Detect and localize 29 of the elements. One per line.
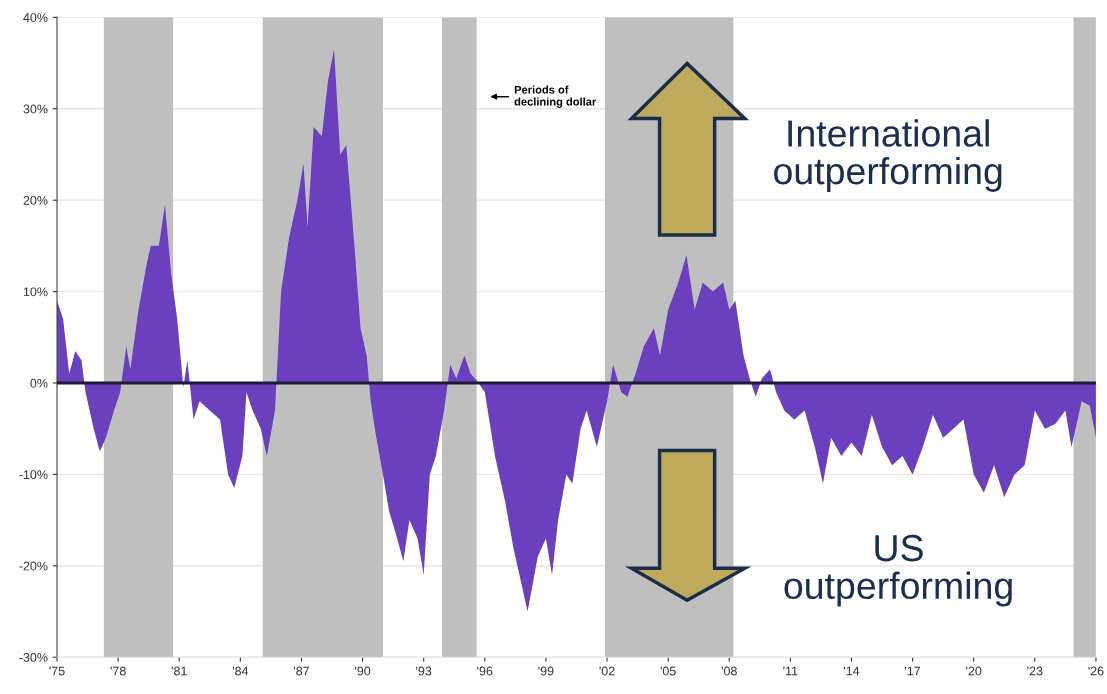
y-tick-label: 20% (23, 195, 48, 205)
x-tick-label: '84 (232, 666, 249, 676)
y-tick-label: 30% (23, 104, 48, 114)
x-tick-label: '75 (49, 666, 65, 676)
annotation: International outperforming (774, 119, 1002, 192)
x-tick-label: '05 (660, 666, 676, 676)
x-tick-label: '14 (843, 666, 860, 676)
y-tick-label: -20% (19, 561, 48, 571)
x-tick-label: '87 (293, 666, 309, 676)
annotation: US outperforming (784, 534, 1012, 607)
x-tick-label: '78 (110, 666, 126, 676)
x-tick-label: '11 (783, 666, 798, 676)
y-tick-label: 10% (23, 287, 48, 297)
x-tick-label: '93 (416, 666, 432, 676)
x-tick-label: '02 (599, 666, 615, 676)
x-tick-label: '96 (477, 666, 493, 676)
x-tick-label: '17 (905, 666, 921, 676)
y-tick-label: 40% (23, 13, 48, 22)
y-tick-label: -30% (19, 653, 48, 662)
x-tick-label: '08 (721, 666, 737, 676)
x-tick-label: '90 (355, 666, 371, 676)
y-tick-label: -10% (19, 470, 48, 480)
x-tick-label: '23 (1027, 666, 1043, 676)
x-tick-label: '20 (966, 666, 982, 676)
annotation: Periods of declining dollar (514, 85, 597, 108)
x-tick-label: '26 (1088, 666, 1104, 676)
x-tick-label: '99 (538, 666, 554, 676)
y-tick-label: 0% (30, 378, 48, 388)
x-tick-label: '81 (171, 666, 187, 676)
